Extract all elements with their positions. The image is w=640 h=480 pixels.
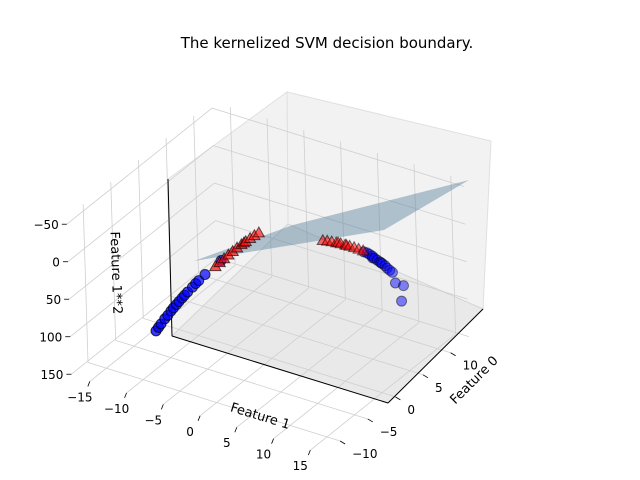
class-0-point	[389, 277, 401, 289]
gridline-floor	[199, 299, 346, 417]
tick-mark	[307, 449, 311, 456]
feature0-tick-label: 10	[463, 359, 478, 373]
gridline-left	[68, 182, 215, 300]
gridline-back	[229, 107, 236, 266]
tick-mark	[450, 352, 456, 357]
z-tick-label: 50	[46, 293, 61, 307]
gridline-floor	[198, 273, 451, 354]
z-tick-label: 150	[40, 368, 63, 382]
class-0-point	[371, 254, 383, 266]
gridline-back	[413, 164, 420, 323]
feature1-tick-label: 5	[223, 436, 231, 450]
axis-panes	[167, 91, 492, 404]
class-1-point	[356, 244, 370, 256]
feature1-tick-label: 10	[256, 448, 271, 462]
tick-mark	[87, 381, 91, 387]
gridline-left	[70, 220, 216, 338]
z-tick-label: −50	[33, 218, 58, 232]
gridline-floor	[236, 310, 383, 428]
feature0-axis-line	[387, 308, 484, 404]
class-0-point	[366, 250, 378, 262]
gridline-back	[214, 182, 467, 263]
z-tick-label: 0	[52, 256, 60, 270]
tick-mark	[395, 396, 401, 401]
gridline-back	[216, 257, 469, 338]
feature1-tick-label: −5	[144, 413, 162, 427]
feature1-axis-line	[171, 335, 389, 404]
gridline-floor	[115, 340, 368, 420]
gridline-left	[67, 145, 214, 263]
gridline-floor	[126, 276, 273, 394]
feature1-tick-label: −15	[67, 390, 92, 404]
tick-mark	[197, 415, 201, 421]
class-0-point	[379, 260, 391, 272]
gridline-floor	[163, 287, 309, 405]
decision-boundary-plane	[194, 180, 469, 261]
class-0-point	[384, 264, 396, 276]
gridline-left	[138, 160, 144, 319]
tick-mark	[339, 440, 346, 445]
gridline-left	[193, 115, 199, 275]
gridline-floor	[310, 333, 456, 451]
decision-plane	[194, 180, 469, 261]
tick-mark	[234, 427, 238, 433]
gridline-floor	[170, 295, 424, 376]
class-1-point	[252, 226, 266, 238]
data-points	[150, 226, 410, 337]
chart-title: The kernelized SVM decision boundary.	[180, 34, 474, 52]
tick-mark	[422, 374, 429, 379]
gridline-back	[213, 145, 466, 225]
z-tick-label: 100	[39, 331, 62, 345]
feature0-tick-label: −10	[352, 447, 377, 461]
gridline-back	[450, 175, 457, 335]
feature0-tick-label: 5	[435, 381, 443, 395]
tick-mark	[124, 392, 127, 399]
class-0-point	[386, 266, 398, 278]
z-axis-label: Feature 1**2	[107, 231, 125, 314]
class-0-point	[396, 295, 408, 307]
gridline-back	[340, 141, 346, 300]
class-0-point	[199, 268, 211, 280]
gridline-back	[303, 129, 310, 289]
class-0-point	[398, 280, 410, 292]
class-0-point	[376, 258, 388, 270]
class-0-point	[381, 262, 393, 274]
class-0-point	[375, 257, 387, 269]
tick-mark	[367, 418, 373, 423]
feature1-tick-label: 0	[186, 425, 194, 439]
gridline-left	[66, 107, 213, 225]
tick-mark	[160, 404, 164, 410]
feature1-axis-label: Feature 1	[228, 400, 291, 432]
feature0-tick-label: −5	[380, 425, 398, 439]
gridline-back	[211, 107, 465, 188]
class-0-point	[374, 256, 386, 268]
gridline-left	[82, 204, 89, 363]
feature1-tick-label: 15	[293, 459, 308, 473]
gridline-floor	[143, 317, 396, 398]
class-0-point	[368, 252, 380, 264]
gridline-left	[71, 257, 217, 375]
feature0-tick-label: 0	[407, 403, 415, 417]
gridline-back	[376, 152, 383, 312]
gridline-left	[110, 182, 117, 341]
feature1-tick-label: −10	[104, 402, 129, 416]
tick-mark	[271, 438, 274, 444]
gridline-floor	[87, 362, 341, 442]
gridline-back	[266, 118, 273, 277]
class-0-point	[367, 252, 379, 264]
gridline-floor	[273, 322, 420, 440]
